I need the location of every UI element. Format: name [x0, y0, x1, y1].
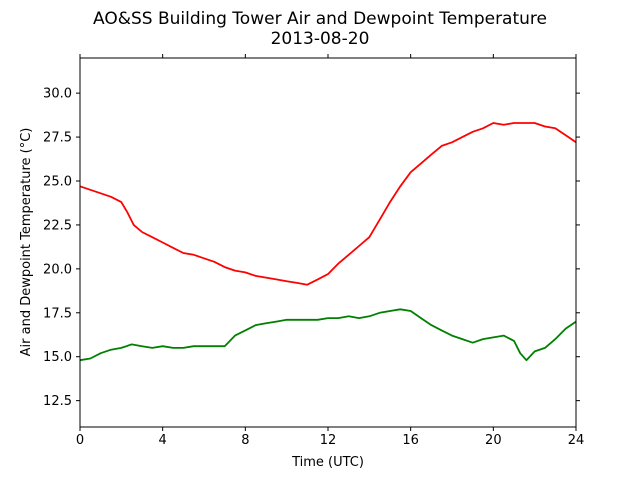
series-line-0 [79, 122, 577, 286]
x-tick-label: 24 [568, 433, 585, 448]
x-axis-label: Time (UTC) [291, 455, 364, 470]
y-tick-label: 22.5 [43, 218, 72, 233]
y-tick-label: 15.0 [43, 350, 72, 365]
x-tick-label: 16 [402, 433, 419, 448]
chart-subtitle: 2013-08-20 [271, 29, 370, 49]
plot-frame [79, 57, 577, 428]
chart-title: AO&SS Building Tower Air and Dewpoint Te… [93, 9, 547, 29]
x-tick-label: 4 [159, 433, 167, 448]
x-tick-label: 0 [76, 433, 84, 448]
x-tick-label: 20 [485, 433, 502, 448]
y-tick-label: 20.0 [43, 262, 72, 277]
y-tick-label: 17.5 [43, 306, 72, 321]
y-tick-label: 27.5 [43, 131, 72, 146]
x-tick-label: 12 [320, 433, 337, 448]
y-axis-label: Air and Dewpoint Temperature (°C) [19, 128, 34, 357]
x-tick-label: 8 [241, 433, 249, 448]
x-axis-ticks: 0 4 8 12 16 20 24 [76, 54, 584, 448]
plot-lines [79, 122, 577, 362]
y-tick-label: 30.0 [43, 87, 72, 102]
y-tick-label: 25.0 [43, 175, 72, 190]
series-line-1 [79, 308, 577, 362]
y-tick-label: 12.5 [43, 394, 72, 409]
y-axis-ticks: 12.5 15.0 17.5 20.0 22.5 25.0 27.5 30.0 [43, 87, 580, 409]
